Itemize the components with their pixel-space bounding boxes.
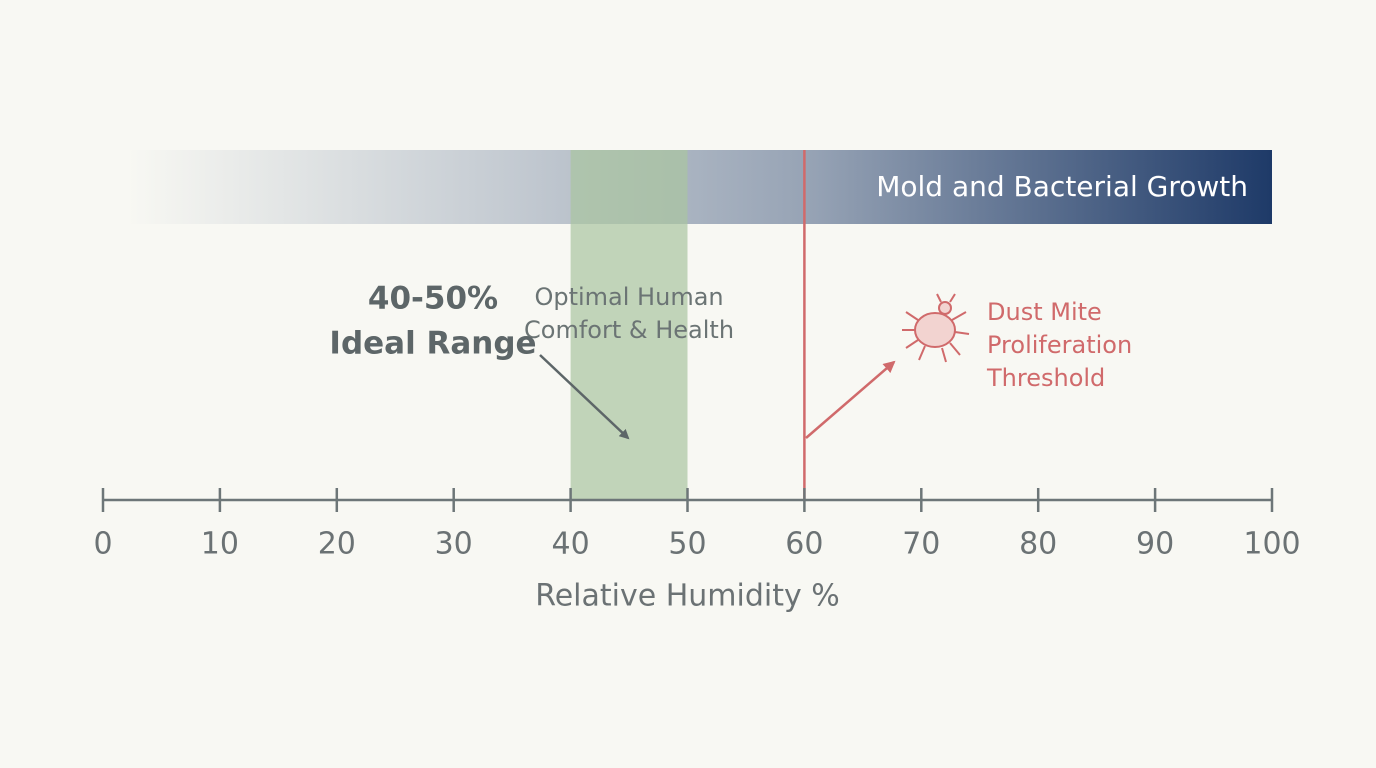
threshold-label: Proliferation [987,331,1132,359]
x-tick-label: 70 [902,527,940,562]
x-tick-label: 0 [93,527,112,562]
annotation: Ideal Range [329,326,536,362]
threshold-label: Dust Mite [987,298,1102,326]
threshold-arrow [805,360,896,439]
plot: Mold and Bacterial Growth Optimal Human Co… [93,150,1301,614]
x-axis-label: Relative Humidity % [535,579,840,614]
threshold-label: Threshold [986,364,1105,392]
annotation-arrow [539,354,630,440]
x-tick-label: 80 [1019,527,1057,562]
dust-mite-icon [902,293,970,363]
x-tick-label: 30 [435,527,473,562]
mold-label: Mold and Bacterial Growth [876,170,1248,203]
x-tick-label: 90 [1136,527,1174,562]
x-tick-label: 10 [201,527,239,562]
mold-band [126,150,1272,224]
x-tick-label: 60 [785,527,823,562]
x-tick-label: 100 [1243,527,1300,562]
ideal-band-label: Optimal Human [534,283,723,311]
annotation: 40-50% [368,281,498,317]
x-tick-label: 50 [668,527,706,562]
x-tick-label: 20 [318,527,356,562]
ideal-band [570,150,688,500]
ideal-band-label: Comfort & Health [524,316,734,344]
x-tick-label: 40 [552,527,590,562]
